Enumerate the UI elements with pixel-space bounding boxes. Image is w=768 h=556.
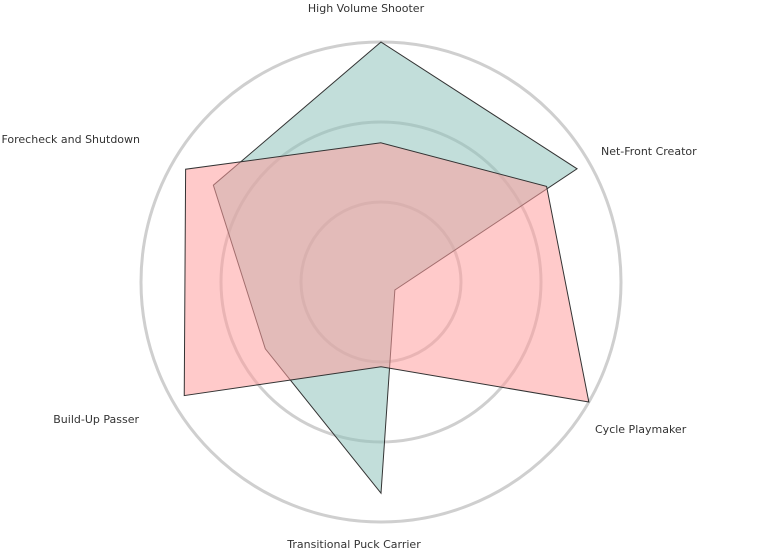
axis-label: Build-Up Passer bbox=[53, 413, 139, 426]
axis-label: High Volume Shooter bbox=[308, 2, 425, 15]
radar-area bbox=[183, 142, 590, 403]
axis-label: Transitional Puck Carrier bbox=[286, 538, 421, 551]
axis-label: Cycle Playmaker bbox=[595, 423, 687, 436]
axis-label: Net-Front Creator bbox=[601, 145, 697, 158]
axis-label: Forecheck and Shutdown bbox=[1, 133, 140, 146]
